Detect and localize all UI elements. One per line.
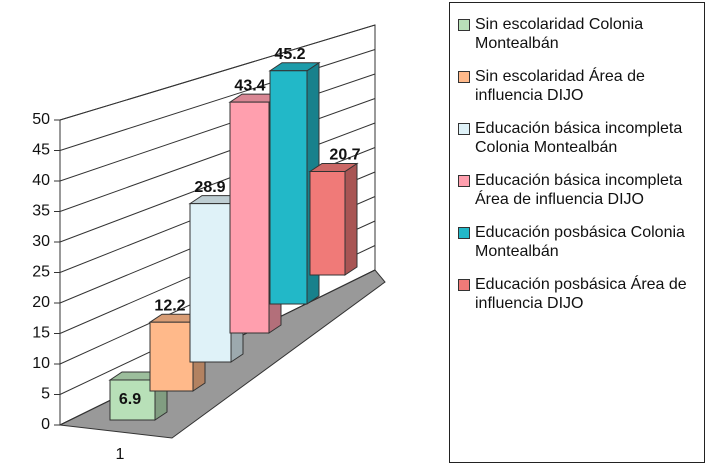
bar — [109, 379, 156, 421]
y-tick-label: 40 — [32, 172, 50, 189]
legend-swatch — [458, 123, 470, 135]
y-tick-label: 30 — [32, 233, 50, 250]
legend-swatch — [458, 175, 470, 187]
plot: 0 5 10 15 20 25 30 35 40 45 50 1 6.9 12.2 28.9 43.4 45.2… — [32, 24, 386, 463]
y-tick-label: 10 — [32, 355, 50, 372]
legend-swatch — [458, 71, 470, 83]
y-tick-label: 5 — [41, 386, 50, 403]
y-tick-label: 35 — [32, 203, 50, 220]
bar — [189, 203, 232, 363]
grid-line — [59, 98, 376, 212]
legend-item: Sin escolaridad Colonia Montealbán — [458, 15, 700, 53]
y-tick-label: 50 — [32, 111, 50, 128]
legend-swatch — [458, 19, 470, 31]
legend-label: Educación posbásica Área de influencia D… — [475, 276, 687, 312]
legend: Sin escolaridad Colonia Montealbán Sin es… — [449, 2, 705, 463]
bar-side — [344, 162, 358, 276]
y-tick-label: 15 — [32, 325, 50, 342]
value-label: 43.4 — [234, 77, 265, 94]
value-label: 6.9 — [119, 391, 141, 408]
y-tick-label: 20 — [32, 294, 50, 311]
bar — [269, 70, 308, 305]
value-label: 28.9 — [194, 179, 225, 196]
legend-label: Educación posbásica Colonia Montealbán — [475, 224, 685, 260]
x-tick-label: 1 — [116, 446, 125, 463]
y-tick-label: 0 — [41, 416, 50, 433]
value-label: 20.7 — [329, 147, 360, 164]
grid-line — [59, 73, 376, 182]
legend-item: Sin escolaridad Área de influencia DIJO — [458, 67, 700, 105]
legend-item: Educación posbásica Colonia Montealbán — [458, 223, 700, 261]
legend-swatch — [458, 227, 470, 239]
grid-line — [59, 24, 376, 121]
value-label: 45.2 — [274, 46, 305, 63]
bar — [309, 171, 346, 276]
legend-item: Educación básica incompleta Área de infl… — [458, 171, 700, 209]
legend-item: Educación posbásica Área de influencia D… — [458, 275, 700, 313]
y-tick-label: 25 — [32, 264, 50, 281]
legend-label: Sin escolaridad Colonia Montealbán — [475, 16, 644, 52]
grid-line — [59, 49, 376, 151]
grid-line — [59, 122, 376, 243]
value-label: 12.2 — [154, 297, 185, 314]
legend-swatch — [458, 279, 470, 291]
legend-label: Educación básica incompleta Área de infl… — [475, 172, 683, 208]
legend-label: Educación básica incompleta Colonia Mont… — [475, 120, 683, 156]
legend-item: Educación básica incompleta Colonia Mont… — [458, 119, 700, 157]
legend-label: Sin escolaridad Área de influencia DIJO — [475, 68, 645, 104]
y-tick-label: 45 — [32, 142, 50, 159]
bar — [229, 101, 270, 334]
bar — [149, 321, 194, 392]
